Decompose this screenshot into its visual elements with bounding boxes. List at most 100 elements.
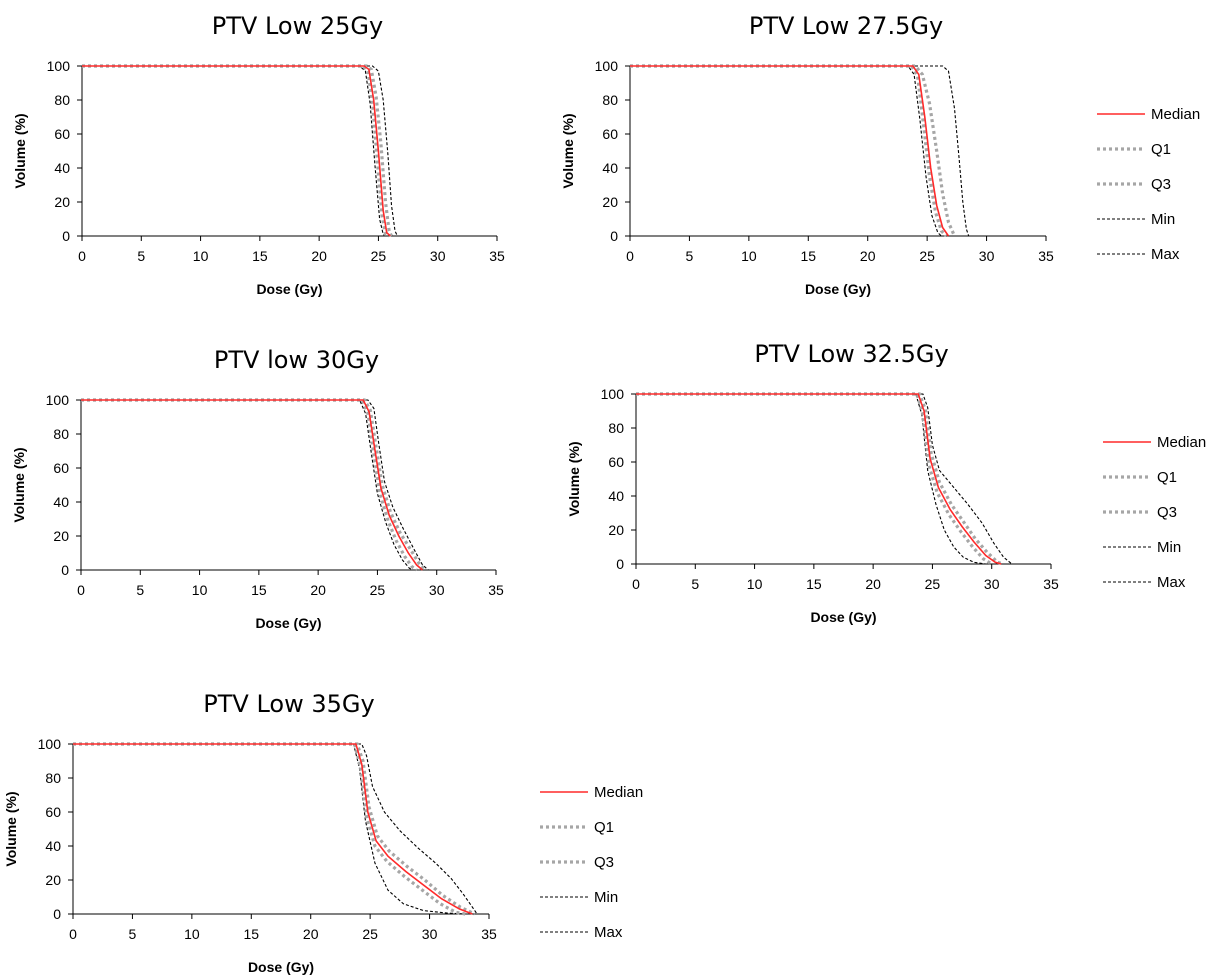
x-tick-label: 0 — [78, 248, 86, 264]
y-tick-label: 0 — [616, 556, 624, 572]
series-line-min — [81, 399, 414, 571]
legend-label-min: Min — [1157, 539, 1181, 556]
legend-label-max: Max — [1151, 246, 1180, 263]
y-tick-label: 60 — [602, 126, 618, 142]
chart-title: PTV Low 32.5Gy — [754, 340, 948, 368]
y-tick-label: 20 — [45, 872, 61, 888]
series-line-q3 — [636, 392, 1005, 566]
x-tick-label: 20 — [310, 582, 326, 598]
y-tick-label: 80 — [45, 770, 61, 786]
legend-label-q1: Q1 — [594, 819, 614, 836]
x-axis-label: Dose (Gy) — [810, 609, 876, 625]
chart-panel-1: PTV Low 25Gy 0 20 40 60 80 100 0 5 10 15 20 25 30 35 Do… — [12, 12, 505, 297]
y-tick-label: 80 — [53, 426, 69, 442]
y-axis-label: Volume (%) — [11, 447, 27, 522]
series-line-max — [630, 65, 970, 237]
x-tick-label: 20 — [311, 248, 327, 264]
y-tick-label: 100 — [595, 58, 619, 74]
x-tick-label: 5 — [691, 576, 699, 592]
y-tick-label: 80 — [602, 92, 618, 108]
series-line-q1 — [81, 398, 418, 572]
series-line-median — [82, 65, 391, 237]
y-tick-label: 40 — [45, 838, 61, 854]
series-line-min — [636, 393, 1051, 565]
x-tick-label: 15 — [800, 248, 816, 264]
x-tick-label: 5 — [137, 248, 145, 264]
series-line-max — [81, 399, 429, 571]
legend-label-q1: Q1 — [1157, 469, 1177, 486]
chart-panel-3: PTV low 30Gy 0 20 40 60 80 100 0 5 10 15 20 25 30 35 Do… — [11, 346, 504, 631]
x-axis-label: Dose (Gy) — [248, 959, 314, 975]
x-tick-label: 30 — [429, 582, 445, 598]
x-tick-label: 10 — [747, 576, 763, 592]
series-line-median — [81, 399, 424, 571]
series-line-median — [636, 393, 1002, 565]
y-tick-label: 40 — [608, 488, 624, 504]
legend-label-q1: Q1 — [1151, 141, 1171, 158]
x-tick-label: 25 — [371, 248, 387, 264]
x-tick-label: 0 — [626, 248, 634, 264]
legend-label-median: Median — [594, 784, 643, 801]
chart-legend: Median Q1 Q3 Min Max — [540, 784, 643, 941]
x-tick-label: 35 — [488, 582, 504, 598]
x-tick-label: 20 — [303, 926, 319, 942]
x-tick-label: 30 — [430, 248, 446, 264]
x-tick-label: 25 — [925, 576, 941, 592]
legend-label-min: Min — [1151, 211, 1175, 228]
x-tick-label: 0 — [69, 926, 77, 942]
series-line-q3 — [82, 64, 393, 237]
x-tick-label: 10 — [741, 248, 757, 264]
chart-panel-2: PTV Low 27.5Gy 0 20 40 60 80 100 0 5 10 15 20 25 30 35… — [560, 12, 1200, 297]
series-line-min — [73, 743, 466, 915]
chart-panel-5: PTV Low 35Gy 0 20 40 60 80 100 0 5 10 15 20 25 30 35 Do… — [3, 690, 643, 975]
x-axis-label: Dose (Gy) — [255, 615, 321, 631]
y-tick-label: 20 — [53, 528, 69, 544]
x-tick-label: 0 — [77, 582, 85, 598]
series-line-max — [82, 65, 398, 237]
x-tick-label: 0 — [632, 576, 640, 592]
y-tick-label: 100 — [47, 58, 71, 74]
y-tick-label: 60 — [53, 460, 69, 476]
y-tick-label: 60 — [608, 454, 624, 470]
series-line-q3 — [630, 64, 956, 237]
y-tick-label: 20 — [54, 194, 70, 210]
legend-label-max: Max — [1157, 574, 1186, 591]
chart-title: PTV Low 25Gy — [212, 12, 383, 40]
legend-label-median: Median — [1151, 106, 1200, 123]
series-line-q3 — [73, 742, 476, 916]
x-tick-label: 15 — [243, 926, 259, 942]
y-tick-label: 20 — [602, 194, 618, 210]
y-axis-label: Volume (%) — [560, 113, 576, 188]
x-axis-label: Dose (Gy) — [256, 281, 322, 297]
chart-legend: Median Q1 Q3 Min Max — [1097, 106, 1200, 263]
series-line-q1 — [636, 392, 993, 566]
series-line-q1 — [73, 742, 466, 916]
y-tick-label: 0 — [62, 228, 70, 244]
y-tick-label: 60 — [54, 126, 70, 142]
y-tick-label: 0 — [610, 228, 618, 244]
y-tick-label: 100 — [38, 736, 62, 752]
chart-title: PTV Low 35Gy — [203, 690, 374, 718]
x-tick-label: 5 — [686, 248, 694, 264]
x-tick-label: 10 — [184, 926, 200, 942]
y-axis-label: Volume (%) — [566, 441, 582, 516]
legend-label-q3: Q3 — [594, 854, 614, 871]
y-tick-label: 0 — [53, 906, 61, 922]
x-tick-label: 5 — [129, 926, 137, 942]
series-line-median — [630, 65, 950, 237]
x-tick-label: 30 — [979, 248, 995, 264]
legend-label-min: Min — [594, 889, 618, 906]
chart-title: PTV low 30Gy — [214, 346, 379, 374]
legend-label-max: Max — [594, 924, 623, 941]
x-tick-label: 35 — [489, 248, 505, 264]
series-line-q1 — [82, 64, 390, 238]
series-line-q3 — [81, 398, 427, 572]
y-tick-label: 80 — [54, 92, 70, 108]
y-tick-label: 40 — [54, 160, 70, 176]
x-tick-label: 15 — [251, 582, 267, 598]
legend-label-median: Median — [1157, 434, 1206, 451]
y-tick-label: 100 — [601, 386, 625, 402]
chart-panel-4: PTV Low 32.5Gy 0 20 40 60 80 100 0 5 10 15 20 25 30 35… — [566, 340, 1206, 625]
y-tick-label: 60 — [45, 804, 61, 820]
chart-title: PTV Low 27.5Gy — [749, 12, 943, 40]
